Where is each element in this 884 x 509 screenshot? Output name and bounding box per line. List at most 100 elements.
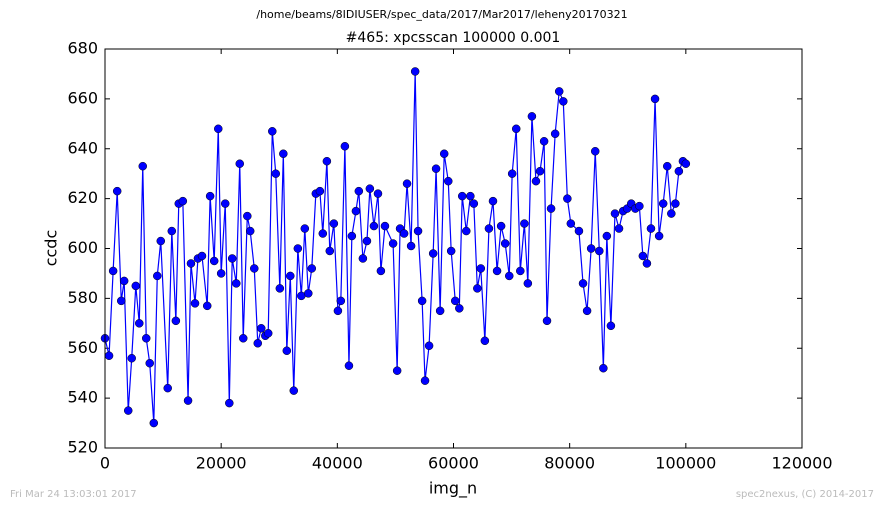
data-point — [399, 229, 409, 238]
data-point — [455, 304, 464, 313]
series-line — [104, 71, 687, 424]
data-point — [654, 231, 664, 241]
data-point — [674, 166, 684, 176]
footer-credit: spec2nexus, (C) 2014-2017 — [736, 489, 874, 500]
data-point — [138, 161, 148, 171]
data-point — [145, 358, 154, 368]
data-point — [614, 224, 624, 233]
y-axis-label: ccdc — [42, 230, 61, 267]
y-tick-label: 560 — [67, 338, 98, 357]
data-point — [466, 191, 475, 201]
data-point — [256, 324, 266, 333]
data-point — [406, 241, 416, 251]
data-point — [424, 341, 434, 351]
data-point — [243, 211, 252, 221]
data-point — [268, 127, 277, 136]
y-tick-label: 620 — [67, 188, 98, 207]
data-point — [586, 244, 596, 253]
data-point — [347, 231, 357, 241]
y-tick-label: 520 — [67, 438, 98, 457]
data-point — [662, 161, 672, 171]
data-point — [559, 97, 568, 106]
y-tick-label: 540 — [67, 388, 98, 407]
y-tick-label: 640 — [67, 138, 98, 157]
data-point — [216, 269, 226, 278]
data-point — [263, 329, 273, 338]
data-point — [354, 186, 364, 196]
data-point — [365, 184, 375, 193]
data-point — [480, 336, 490, 346]
data-point — [369, 221, 379, 231]
y-tick-label: 660 — [67, 88, 98, 107]
data-point — [167, 226, 177, 236]
data-point — [402, 179, 412, 188]
data-point — [329, 219, 339, 228]
data-point — [488, 196, 498, 206]
data-point — [376, 266, 386, 276]
data-point — [457, 191, 467, 201]
data-point — [325, 246, 335, 256]
data-point — [225, 398, 234, 408]
data-point — [209, 256, 219, 266]
data-point — [574, 226, 584, 236]
data-point — [523, 279, 533, 288]
data-point — [554, 87, 564, 96]
x-tick-label: 120000 — [771, 454, 832, 473]
data-point — [420, 376, 430, 385]
data-point — [227, 254, 237, 263]
data-point — [462, 226, 471, 236]
data-point — [119, 276, 129, 286]
data-point — [446, 246, 456, 256]
data-point — [153, 271, 162, 281]
data-point — [473, 284, 482, 293]
data-point — [582, 306, 592, 316]
data-point — [542, 316, 552, 326]
data-point — [186, 259, 196, 268]
data-point — [590, 146, 600, 156]
data-point — [235, 159, 245, 168]
data-point — [531, 176, 541, 186]
data-point — [650, 94, 660, 104]
data-point — [271, 169, 281, 178]
data-point — [610, 209, 620, 218]
y-tick-label: 580 — [67, 288, 98, 307]
data-point — [496, 221, 506, 231]
data-point — [671, 199, 680, 208]
data-point — [599, 363, 608, 373]
data-point — [322, 156, 332, 166]
data-point — [388, 239, 398, 248]
data-point — [444, 176, 453, 186]
data-point — [245, 226, 255, 236]
data-point — [511, 124, 521, 134]
data-point — [205, 191, 215, 201]
x-tick-label: 20000 — [196, 454, 247, 473]
data-point — [344, 361, 354, 370]
data-point — [333, 306, 343, 316]
data-point — [336, 296, 346, 306]
data-point — [681, 159, 691, 168]
data-point — [220, 199, 230, 208]
data-point — [578, 279, 588, 288]
data-point — [156, 236, 166, 246]
data-point — [520, 219, 529, 228]
data-point — [476, 264, 486, 273]
data-point — [214, 124, 223, 134]
data-point — [289, 386, 299, 395]
data-point — [300, 224, 310, 233]
x-tick-label: 60000 — [428, 454, 479, 473]
data-point — [286, 271, 295, 281]
data-point — [450, 296, 460, 306]
data-point — [318, 229, 328, 238]
data-point — [410, 67, 420, 76]
data-point — [232, 279, 241, 288]
data-point — [362, 236, 372, 246]
data-point — [123, 406, 133, 415]
data-point — [238, 334, 248, 343]
x-tick-label: 40000 — [312, 454, 363, 473]
data-point — [658, 199, 668, 208]
data-point — [351, 206, 361, 216]
data-point — [602, 231, 612, 241]
data-point — [373, 189, 383, 198]
data-point — [135, 319, 144, 328]
